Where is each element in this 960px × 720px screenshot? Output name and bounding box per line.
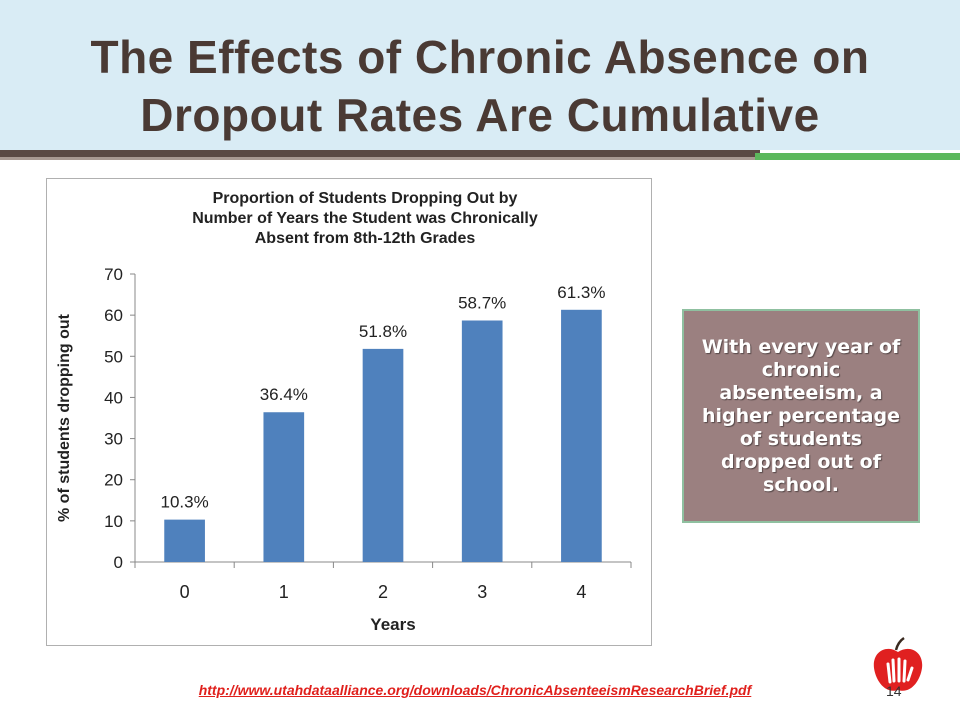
- bar-0: [164, 519, 205, 562]
- chart-title-line: Number of Years the Student was Chronica…: [192, 210, 538, 227]
- page-number: 14: [886, 683, 902, 699]
- chart-title: Proportion of Students Dropping Out by Nu…: [192, 190, 538, 247]
- data-label: 58.7%: [458, 293, 506, 312]
- title-band: [0, 0, 960, 150]
- data-label: 51.8%: [359, 322, 407, 341]
- x-tick-label: 3: [477, 582, 487, 602]
- y-tick-label: 60: [104, 306, 123, 325]
- data-label: 10.3%: [160, 493, 208, 512]
- bars-group: [164, 309, 602, 562]
- title-rule-green: [755, 153, 960, 160]
- title-rule-dark: [0, 150, 760, 157]
- chart-frame: Proportion of Students Dropping Out by Nu…: [46, 178, 652, 646]
- y-tick-label: 50: [104, 347, 123, 366]
- callout-box: With every year of chronic absenteeism, …: [682, 309, 920, 523]
- bar-chart: Proportion of Students Dropping Out by Nu…: [56, 190, 632, 634]
- chart-title-line: Proportion of Students Dropping Out by: [213, 190, 518, 207]
- bar-1: [263, 412, 305, 562]
- x-tick-label: 2: [378, 582, 388, 602]
- bar-3: [461, 320, 503, 562]
- x-tick-label: 0: [180, 582, 190, 602]
- y-tick-label: 20: [104, 471, 123, 490]
- callout-text: With every year of chronic absenteeism, …: [701, 335, 901, 496]
- title-rule-light: [0, 157, 760, 160]
- y-tick-label: 30: [104, 430, 123, 449]
- data-label: 36.4%: [260, 385, 308, 404]
- x-tick-label: 4: [576, 582, 586, 602]
- y-axis-label: % of students dropping out: [56, 313, 73, 522]
- bar-4: [561, 309, 602, 562]
- y-tick-label: 40: [104, 388, 123, 407]
- source-link[interactable]: http://www.utahdataalliance.org/download…: [198, 682, 752, 698]
- data-labels-group: 10.3% 36.4% 51.8% 58.7% 61.3%: [160, 283, 605, 512]
- slide-title: The Effects of Chronic Absence on Dropou…: [90, 31, 870, 141]
- y-tick-label: 10: [104, 512, 123, 531]
- x-tick-label: 1: [279, 582, 289, 602]
- y-tick-label: 70: [104, 265, 123, 284]
- y-axis: 0 10 20 30 40 50 60 70 % of students dropping ou…: [56, 265, 136, 572]
- x-axis-label: Years: [370, 615, 415, 634]
- apple-hand-logo-icon: [873, 636, 923, 691]
- x-axis: 0 1 2 3 4 Years: [134, 561, 632, 634]
- chart-title-line: Absent from 8th-12th Grades: [255, 230, 476, 247]
- data-label: 61.3%: [557, 283, 605, 302]
- bar-2: [362, 348, 404, 562]
- y-tick-label: 0: [114, 553, 123, 572]
